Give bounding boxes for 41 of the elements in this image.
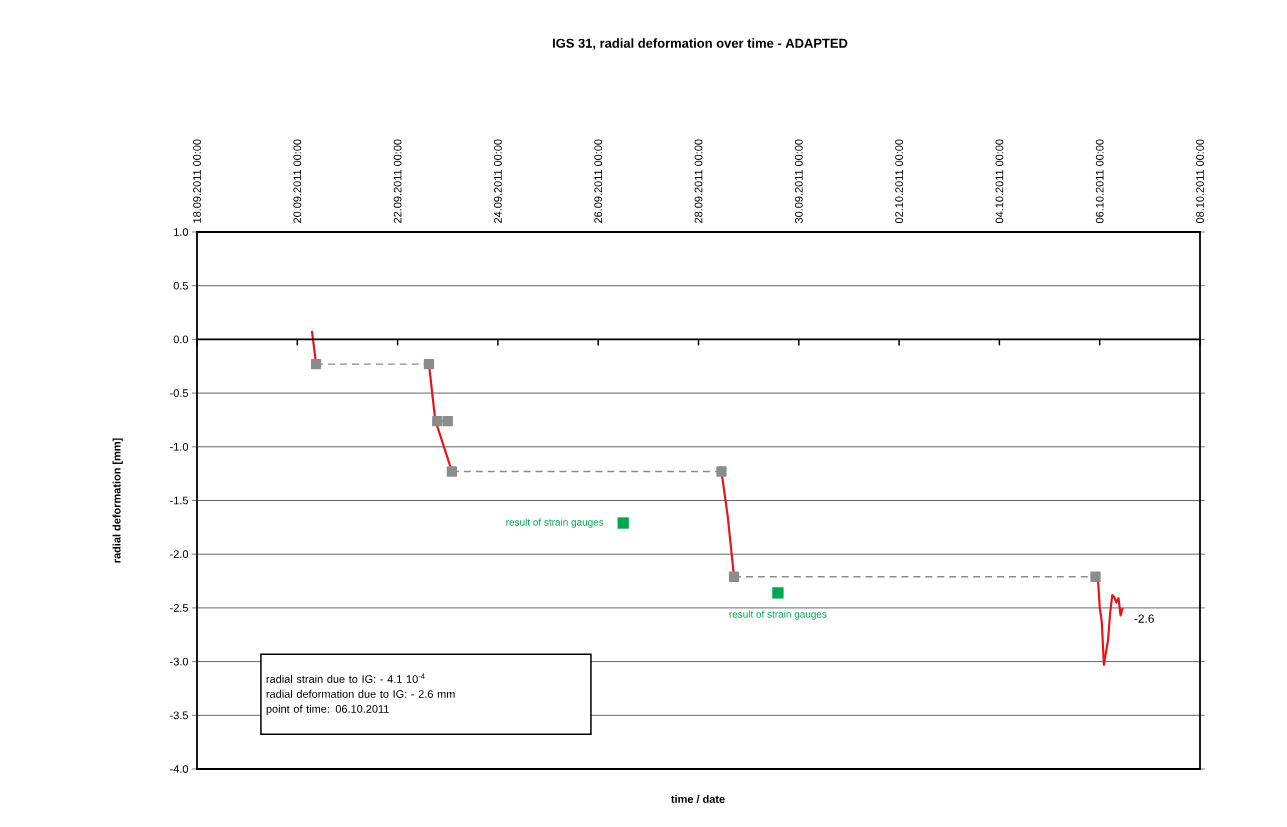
annotation: radial deformation due to IG: - 2.6 mm — [266, 689, 455, 698]
point — [442, 415, 453, 427]
annotation: -2.6 — [1134, 614, 1154, 623]
point — [432, 415, 443, 427]
chart-title: IGS 31, radial deformation over time - ADAPTED — [552, 38, 848, 50]
x-tick-label: 20.09.2011 00:00 — [293, 139, 302, 223]
x-axis-title: time / date — [671, 794, 725, 804]
y-tick-label: -1.5 — [170, 496, 189, 505]
x-tick-label: 28.09.2011 00:00 — [694, 139, 703, 223]
x-tick-label: 18.09.2011 00:00 — [193, 139, 201, 223]
x-tick-label: 24.09.2011 00:00 — [494, 139, 502, 223]
y-tick-label: 0.5 — [173, 281, 189, 290]
y-tick-label: -1.0 — [170, 442, 189, 451]
y-tick-label: 0.0 — [173, 335, 189, 344]
annotation: point of time: 06.10.2011 — [266, 704, 389, 715]
point — [617, 517, 629, 529]
y-tick-label: -3.5 — [170, 711, 189, 720]
x-tick-label: 08.10.2011 00:00 — [1196, 139, 1204, 224]
y-tick-label: -3.0 — [170, 657, 189, 666]
x-tick-label: 02.10.2011 00:00 — [895, 139, 903, 224]
y-tick-label: -0.5 — [170, 389, 189, 397]
point — [310, 358, 322, 370]
annotation: result of strain gauges — [729, 610, 827, 620]
x-tick-label: 04.10.2011 00:00 — [995, 139, 1004, 224]
point — [1090, 571, 1101, 582]
x-tick-label: 30.09.2011 00:00 — [794, 139, 803, 224]
y-tick-label: 1.0 — [174, 228, 189, 236]
x-tick-label: 06.10.2011 00:00 — [1095, 139, 1104, 224]
y-tick-label: -4.0 — [170, 765, 189, 773]
y-tick-label: -2.5 — [170, 604, 189, 612]
point — [728, 571, 740, 582]
point — [423, 358, 435, 370]
point — [446, 466, 458, 477]
point — [772, 587, 784, 599]
annotation: radial strain due to IG: - 4.1 10$^{-4}$ — [266, 673, 425, 683]
x-tick-label: 22.09.2011 00:00 — [393, 139, 402, 223]
x-tick-label: 26.09.2011 00:00 — [594, 139, 603, 223]
y-tick-label: -2.0 — [170, 550, 189, 559]
point — [716, 466, 727, 477]
annotation: result of strain gauges — [506, 518, 604, 528]
y-axis-title: radial deformation [mm] — [112, 438, 123, 563]
